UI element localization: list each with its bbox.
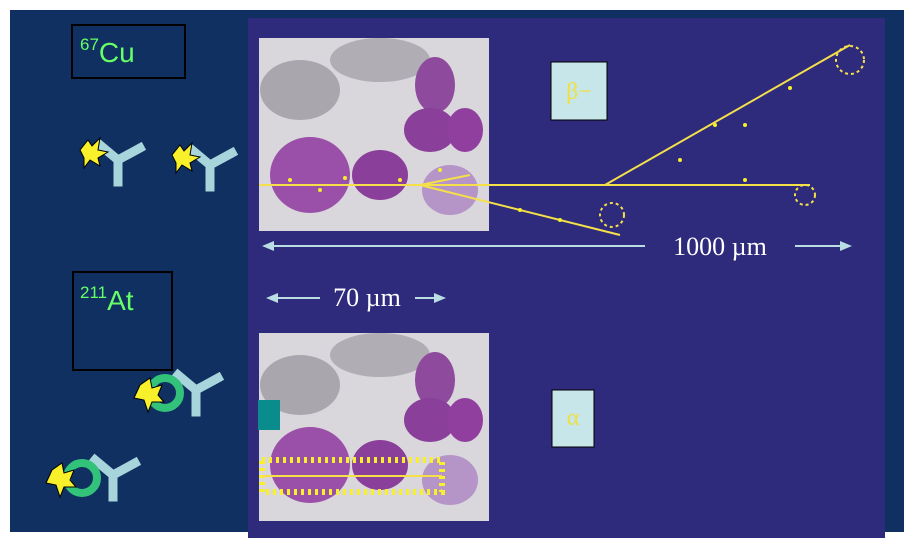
particle-label: β− bbox=[566, 79, 592, 105]
mass-number: 211 bbox=[80, 283, 107, 302]
teal-marker bbox=[258, 400, 280, 430]
scale-arrows bbox=[262, 241, 852, 303]
cell-image-top bbox=[259, 38, 489, 231]
isotope-box bbox=[72, 271, 173, 371]
beta-dots bbox=[288, 86, 792, 222]
isotope-label: 211At bbox=[80, 283, 134, 316]
alpha-track bbox=[259, 457, 445, 495]
isotope-box bbox=[71, 24, 186, 79]
element-symbol: Cu bbox=[99, 37, 135, 68]
scale-label: 1000 µm bbox=[673, 232, 767, 261]
scale-label: 70 µm bbox=[333, 283, 401, 312]
radionuclides bbox=[45, 136, 202, 499]
isotope-label: 67Cu bbox=[80, 35, 135, 68]
particle-label: α bbox=[567, 405, 580, 431]
particle-box bbox=[550, 61, 608, 121]
mass-number: 67 bbox=[80, 35, 99, 54]
cell-image-bottom bbox=[259, 333, 489, 521]
antibodies bbox=[88, 138, 239, 502]
element-symbol: At bbox=[107, 285, 134, 316]
particle-box bbox=[551, 389, 595, 448]
